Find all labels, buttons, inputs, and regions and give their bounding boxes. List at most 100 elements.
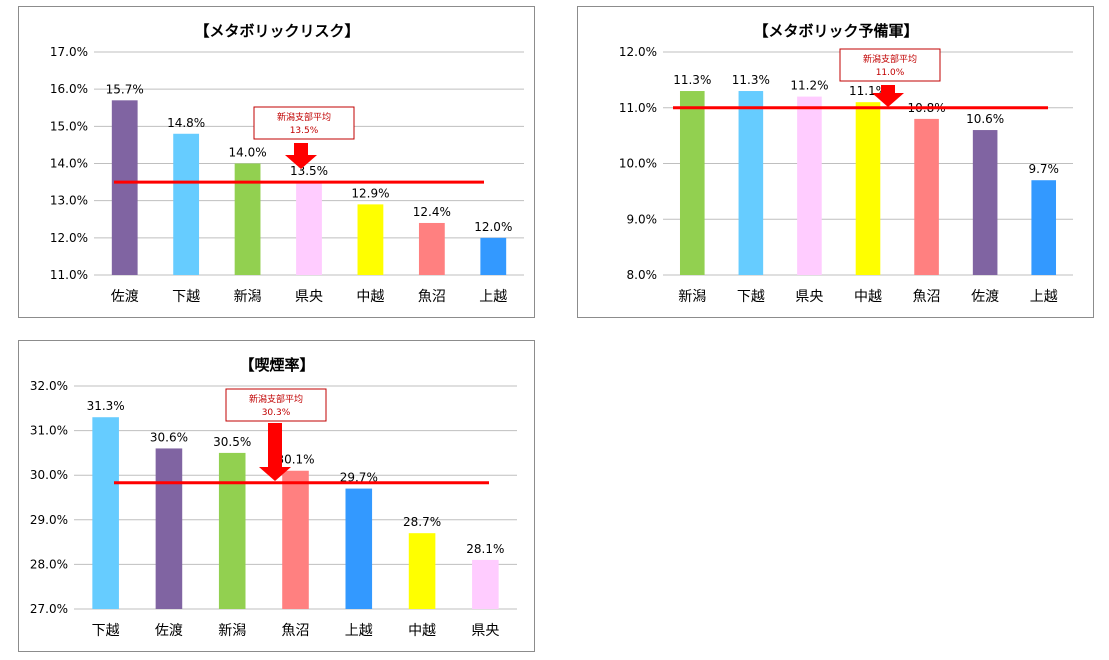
- bar: [738, 91, 764, 276]
- y-tick-label: 28.0%: [30, 557, 68, 571]
- data-label: 28.1%: [466, 542, 504, 556]
- x-tick-label: 中越: [854, 289, 882, 305]
- y-tick-label: 13.0%: [50, 194, 88, 208]
- data-label: 11.3%: [673, 73, 711, 87]
- data-label: 14.8%: [167, 116, 205, 130]
- average-callout-box: [225, 388, 327, 422]
- down-arrow-icon: [259, 423, 291, 481]
- y-tick-label: 16.0%: [50, 82, 88, 96]
- x-tick-label: 県央: [795, 289, 823, 305]
- bar: [92, 417, 119, 609]
- x-tick-label: 佐渡: [111, 289, 139, 305]
- chart-title: 【メタボリックリスク】: [194, 22, 359, 40]
- bar: [155, 448, 183, 609]
- bar: [1031, 180, 1057, 275]
- bar: [914, 118, 939, 276]
- bar: [418, 222, 445, 275]
- x-tick-label: 中越: [408, 623, 436, 639]
- chart-title: 【メタボリック予備軍】: [753, 22, 918, 40]
- callout-value: 11.0%: [876, 68, 905, 78]
- bar: [296, 182, 322, 275]
- chart-title: 【喫煙率】: [239, 356, 314, 374]
- x-tick-label: 中越: [356, 289, 384, 305]
- bar: [173, 133, 200, 275]
- x-tick-label: 下越: [737, 289, 765, 305]
- y-tick-label: 9.0%: [627, 212, 658, 226]
- bar: [972, 130, 998, 275]
- y-tick-label: 27.0%: [30, 602, 68, 616]
- chart-metabolic-reserve: 【メタボリック予備軍】 8.0% 9.0% 10.0% 11.0% 12.0% 11.3% 新…: [619, 22, 1073, 305]
- callout-value: 13.5%: [290, 126, 319, 136]
- callout-label: 新潟支部平均: [277, 111, 331, 123]
- data-label: 11.2%: [790, 79, 828, 93]
- y-tick-label: 11.0%: [50, 268, 88, 282]
- x-tick-label: 佐渡: [155, 623, 183, 639]
- data-label: 30.1%: [276, 453, 314, 467]
- bar: [345, 488, 373, 609]
- x-tick-label: 上越: [479, 289, 507, 305]
- bar: [797, 96, 822, 275]
- x-tick-label: 新潟: [218, 623, 246, 639]
- data-label: 29.7%: [340, 471, 378, 485]
- data-label: 14.0%: [229, 146, 267, 160]
- bar: [408, 533, 436, 609]
- average-callout-box: [839, 48, 941, 82]
- data-label: 30.6%: [150, 430, 188, 444]
- data-label: 12.9%: [351, 186, 389, 200]
- y-tick-label: 12.0%: [619, 45, 657, 59]
- x-tick-label: 下越: [172, 289, 200, 305]
- chart-panel-smoking-rate: 【喫煙率】 27.0% 28.0% 29.0% 30.0% 31.0% 32.0% 31.3%…: [18, 340, 535, 652]
- bar: [480, 237, 507, 275]
- y-tick-label: 29.0%: [30, 513, 68, 527]
- callout-label: 新潟支部平均: [863, 53, 917, 65]
- bar: [234, 163, 261, 275]
- data-label: 10.6%: [966, 112, 1004, 126]
- x-tick-label: 新潟: [678, 289, 706, 305]
- down-arrow-icon: [285, 143, 317, 169]
- x-tick-label: 上越: [345, 623, 373, 639]
- chart-panel-metabolic-reserve: 【メタボリック予備軍】 8.0% 9.0% 10.0% 11.0% 12.0% 11.3% 新…: [577, 6, 1094, 318]
- bar: [855, 102, 881, 275]
- chart-panel-metabolic-risk: 【メタボリックリスク】 11.0% 12.0% 13.0% 14.0% 15.0% 16.0…: [18, 6, 535, 318]
- bar: [679, 91, 705, 276]
- bar: [111, 100, 138, 275]
- down-arrow-icon: [872, 85, 904, 107]
- bar: [282, 470, 309, 609]
- x-tick-label: 県央: [295, 289, 323, 305]
- x-tick-label: 魚沼: [282, 623, 310, 639]
- y-tick-label: 32.0%: [30, 379, 68, 393]
- data-label: 12.0%: [474, 220, 512, 234]
- bar: [357, 204, 384, 275]
- x-tick-label: 魚沼: [418, 289, 446, 305]
- y-tick-label: 11.0%: [619, 101, 657, 115]
- y-tick-label: 15.0%: [50, 119, 88, 133]
- data-label: 30.5%: [213, 435, 251, 449]
- callout-value: 30.3%: [262, 408, 291, 418]
- x-tick-label: 佐渡: [971, 289, 999, 305]
- data-label: 13.5%: [290, 164, 328, 178]
- x-tick-label: 県央: [471, 623, 499, 639]
- x-tick-label: 上越: [1030, 289, 1058, 305]
- data-label: 15.7%: [106, 82, 144, 96]
- bar: [472, 559, 499, 609]
- data-label: 9.7%: [1028, 162, 1059, 176]
- y-tick-label: 14.0%: [50, 157, 88, 171]
- callout-label: 新潟支部平均: [249, 393, 303, 405]
- x-tick-label: 魚沼: [913, 289, 941, 305]
- chart-smoking-rate: 【喫煙率】 27.0% 28.0% 29.0% 30.0% 31.0% 32.0% 31.3%…: [30, 356, 517, 639]
- data-label: 12.4%: [413, 205, 451, 219]
- data-label: 11.3%: [732, 73, 770, 87]
- data-label: 31.3%: [87, 399, 125, 413]
- y-tick-label: 17.0%: [50, 45, 88, 59]
- y-tick-label: 10.0%: [619, 157, 657, 171]
- bar: [218, 452, 246, 609]
- data-label: 28.7%: [403, 515, 441, 529]
- y-tick-label: 31.0%: [30, 424, 68, 438]
- chart-metabolic-risk: 【メタボリックリスク】 11.0% 12.0% 13.0% 14.0% 15.0% 16.0…: [50, 22, 524, 305]
- y-tick-label: 12.0%: [50, 231, 88, 245]
- x-tick-label: 下越: [92, 623, 120, 639]
- x-tick-label: 新潟: [234, 289, 262, 305]
- y-tick-label: 30.0%: [30, 468, 68, 482]
- average-callout-box: [253, 106, 355, 140]
- y-tick-label: 8.0%: [627, 268, 658, 282]
